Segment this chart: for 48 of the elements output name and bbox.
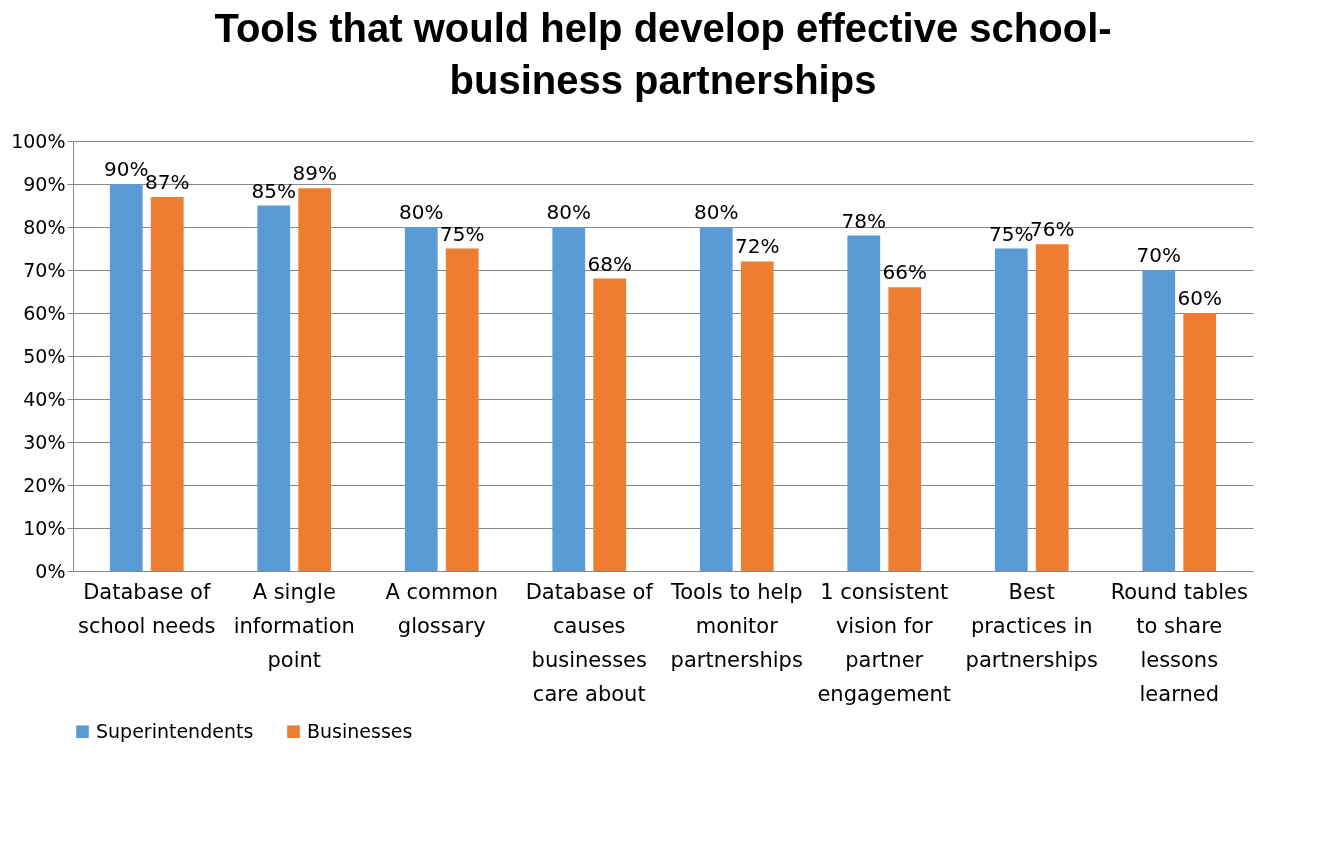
x-tick-label: Database of causes businesses care about [525, 579, 654, 706]
y-tick-label: 10% [23, 516, 66, 539]
bar [740, 261, 774, 571]
y-tick-label: 40% [23, 387, 66, 410]
bar [552, 227, 586, 571]
x-tick-label: Round tables to share lessons learned [1110, 579, 1248, 706]
x-tick-label: Tools to help monitor partnerships [669, 579, 803, 672]
y-tick-label: 80% [23, 215, 66, 238]
bar [445, 248, 479, 571]
bar [994, 248, 1028, 571]
y-tick-label: 50% [23, 344, 66, 367]
x-tick-label: A common glossary [385, 579, 499, 638]
data-label: 80% [694, 200, 739, 224]
data-label: 78% [841, 208, 886, 233]
y-tick-label: 100% [11, 129, 66, 152]
bar [298, 188, 332, 571]
legend-label: Superintendents [96, 719, 254, 742]
bar [150, 196, 184, 571]
data-label: 70% [1136, 243, 1181, 267]
data-label: 72% [735, 234, 780, 259]
y-tick-label: 30% [23, 430, 66, 453]
bar [888, 287, 922, 571]
x-tick-label: A single information point [233, 579, 355, 672]
y-tick-label: 0% [35, 559, 66, 582]
data-label: 60% [1177, 286, 1222, 310]
bar [699, 227, 733, 571]
x-tick-label: Best practices in partnerships [965, 579, 1098, 672]
bar [1035, 244, 1069, 571]
bar [1142, 270, 1176, 571]
chart-title: Tools that would help develop effective school-business partnerships [214, 6, 1112, 102]
data-label: 66% [882, 260, 927, 285]
x-tick-label: Database of school needs [78, 579, 216, 638]
legend-label: Businesses [307, 719, 413, 742]
data-label: 75% [440, 221, 485, 246]
x-tick-label: 1 consistent vision for partner engagement [817, 579, 952, 706]
bar [593, 278, 627, 571]
data-label: 80% [399, 200, 444, 224]
data-label: 68% [587, 251, 632, 276]
y-tick-label: 90% [23, 172, 66, 195]
y-tick-label: 60% [23, 301, 66, 324]
y-tick-label: 70% [23, 258, 66, 281]
y-tick-label: 20% [23, 473, 66, 496]
data-label: 80% [546, 200, 591, 224]
bar [257, 205, 291, 571]
bar [404, 227, 438, 571]
bar [1183, 313, 1217, 571]
bar [847, 235, 881, 571]
bar [109, 184, 143, 571]
